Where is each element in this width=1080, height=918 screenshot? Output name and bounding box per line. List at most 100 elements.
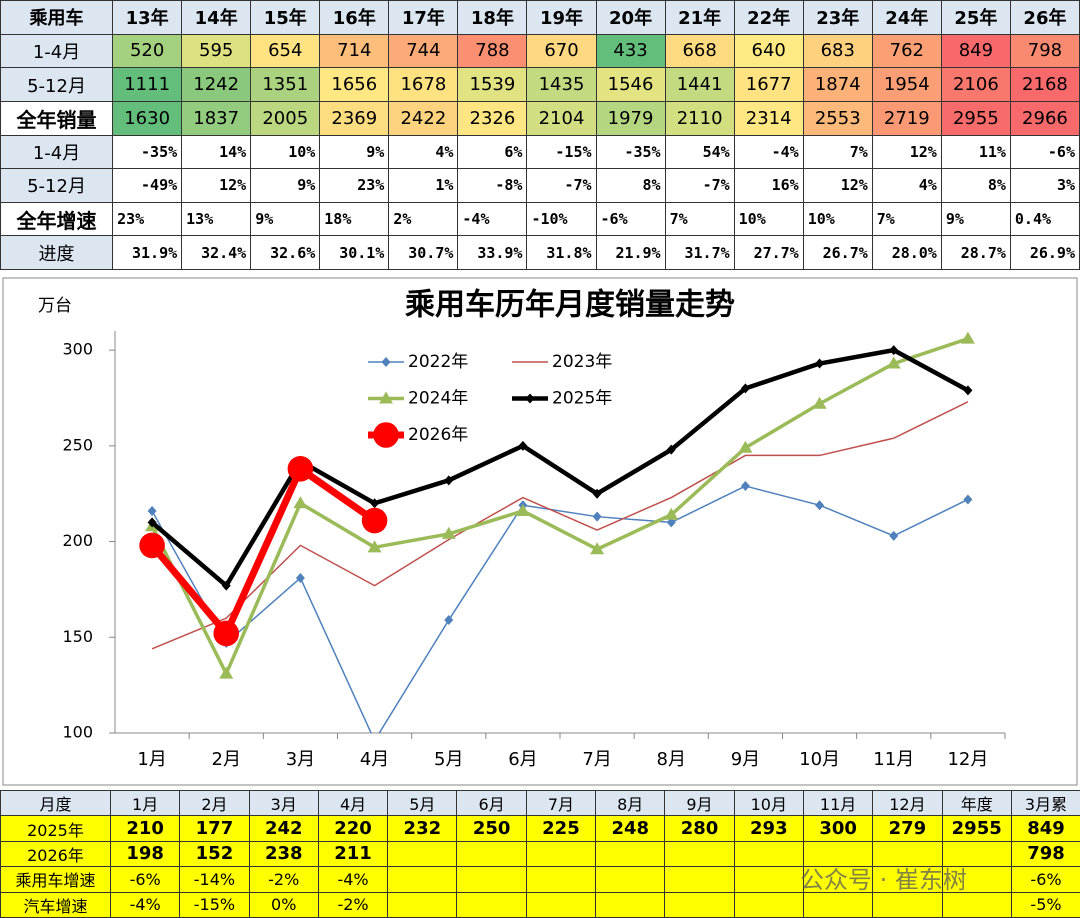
header-cell: 4月: [317, 789, 389, 817]
table-cell: 211: [317, 840, 389, 868]
header-cell: 乘用车: [0, 0, 114, 35]
x-tick-label: 5月: [434, 749, 463, 770]
summary-table: 乘用车 13年 14年 15年 16年 17年 18年 19年 20年 21年 22年 23年 24年 2…: [0, 0, 1080, 270]
series-line: [151, 485, 969, 733]
header-cell: 10月: [733, 789, 804, 817]
table-cell: 4%: [388, 134, 459, 170]
table-cell: -14%: [179, 866, 250, 893]
table-cell: 670: [526, 33, 597, 69]
table-cell: 10%: [802, 201, 873, 237]
table-cell: -6%: [1009, 134, 1080, 170]
table-cell: -49%: [112, 168, 183, 203]
table-cell: 0.4%: [1009, 201, 1080, 237]
table-row: 5-12月 -49% 12% 9% 23% 1% -8% -7% 8% -7% 16% 12% 4% 8%…: [0, 168, 1080, 203]
table-cell: 668: [664, 33, 735, 69]
table-cell: [941, 866, 1012, 893]
marker: [361, 507, 388, 534]
table-cell: 225: [525, 815, 597, 842]
table-cell: 1111: [112, 67, 183, 102]
table-cell: 6%: [457, 134, 528, 170]
table-cell: 23%: [319, 168, 390, 203]
x-tick-label: 7月: [582, 749, 611, 770]
y-tick-label: 250: [62, 435, 93, 454]
table-cell: 1678: [388, 67, 459, 102]
table-cell: 640: [733, 33, 804, 69]
table-cell: 12%: [802, 168, 873, 203]
table-cell: 595: [181, 33, 252, 69]
marker: [221, 580, 231, 591]
table-cell: 28.7%: [940, 235, 1011, 270]
table-cell: 1656: [319, 67, 390, 102]
table-cell: [664, 866, 735, 893]
x-tick-label: 10月: [799, 749, 840, 770]
header-cell: 20年: [595, 0, 666, 35]
table-cell: 849: [1010, 815, 1080, 842]
table-row: 乘用车增速 -6% -14% -2% -4% -6%: [0, 866, 1080, 893]
monthly-table: 月度 1月 2月 3月 4月 5月 6月 7月 8月 9月 10月 11月 12月 年度 3月累 2025年 2…: [0, 789, 1080, 918]
table-row: 汽车增速 -4% -15% 0% -2% -5%: [0, 891, 1080, 918]
series-line: [151, 401, 969, 650]
table-cell: 2168: [1009, 67, 1080, 102]
table-cell: -15%: [526, 134, 597, 170]
row-label: 5-12月: [0, 168, 114, 203]
table-row: 1-4月 -35% 14% 10% 9% 4% 6% -15% -35% 54% -4% 7% 12% 1…: [0, 134, 1080, 170]
table-cell: 1242: [181, 67, 252, 102]
header-cell: 6月: [456, 789, 527, 817]
legend-marker: [379, 391, 393, 404]
header-cell: 12月: [872, 789, 943, 817]
header-cell: 26年: [1009, 0, 1080, 35]
x-tick-label: 8月: [657, 749, 686, 770]
header-cell: 17年: [388, 0, 459, 35]
legend-label: 2026年: [408, 425, 468, 445]
table-cell: [525, 840, 597, 868]
table-cell: 28.0%: [871, 235, 942, 270]
header-cell: 15年: [250, 0, 321, 35]
series-line: [149, 465, 377, 637]
marker: [139, 532, 165, 559]
table-cell: 9%: [319, 134, 390, 170]
header-cell: 19年: [526, 0, 597, 35]
table-cell: -7%: [526, 168, 597, 203]
table-cell: 2966: [1009, 100, 1080, 136]
table-cell: [941, 840, 1012, 868]
table-cell: [802, 866, 874, 893]
row-label: 1-4月: [0, 33, 114, 69]
marker: [889, 345, 899, 356]
table-cell: 1630: [112, 100, 183, 136]
table-cell: 23%: [112, 201, 183, 237]
table-cell: 33.9%: [457, 235, 528, 270]
table-cell: 27.7%: [733, 235, 804, 270]
table-cell: 12%: [871, 134, 942, 170]
table-cell: 1954: [871, 67, 942, 102]
x-tick-label: 4月: [360, 749, 389, 770]
header-cell: 22年: [733, 0, 804, 35]
marker: [590, 542, 605, 555]
header-cell: 1月: [109, 789, 181, 817]
table-cell: 280: [664, 815, 735, 842]
table-cell: [525, 891, 597, 918]
y-tick-label: 150: [62, 627, 93, 646]
legend-marker: [381, 357, 391, 367]
y-tick-label: 300: [62, 340, 93, 359]
table-cell: -4%: [109, 891, 181, 918]
table-cell: 2719: [871, 100, 942, 136]
table-cell: [802, 891, 874, 918]
table-cell: 198: [109, 840, 181, 868]
table-cell: 13%: [181, 201, 252, 237]
header-cell: 21年: [664, 0, 735, 35]
marker: [287, 456, 314, 482]
table-row: 1-4月 520 595 654 714 744 788 670 433 668 640 683 762…: [0, 33, 1080, 69]
marker: [740, 481, 750, 492]
y-tick-label: 200: [62, 531, 93, 550]
table-cell: 744: [388, 33, 459, 69]
header-cell: 3月: [248, 789, 319, 817]
table-cell: 714: [319, 33, 390, 69]
table-cell: -6%: [595, 201, 666, 237]
table-cell: 10%: [250, 134, 321, 170]
table-cell: -35%: [595, 134, 666, 170]
header-row: 乘用车 13年 14年 15年 16年 17年 18年 19年 20年 21年 22年 23年 24年 2…: [0, 0, 1080, 35]
header-cell: 8月: [595, 789, 666, 817]
y-axis-label: 万台: [38, 296, 72, 316]
table-cell: -2%: [248, 866, 319, 893]
